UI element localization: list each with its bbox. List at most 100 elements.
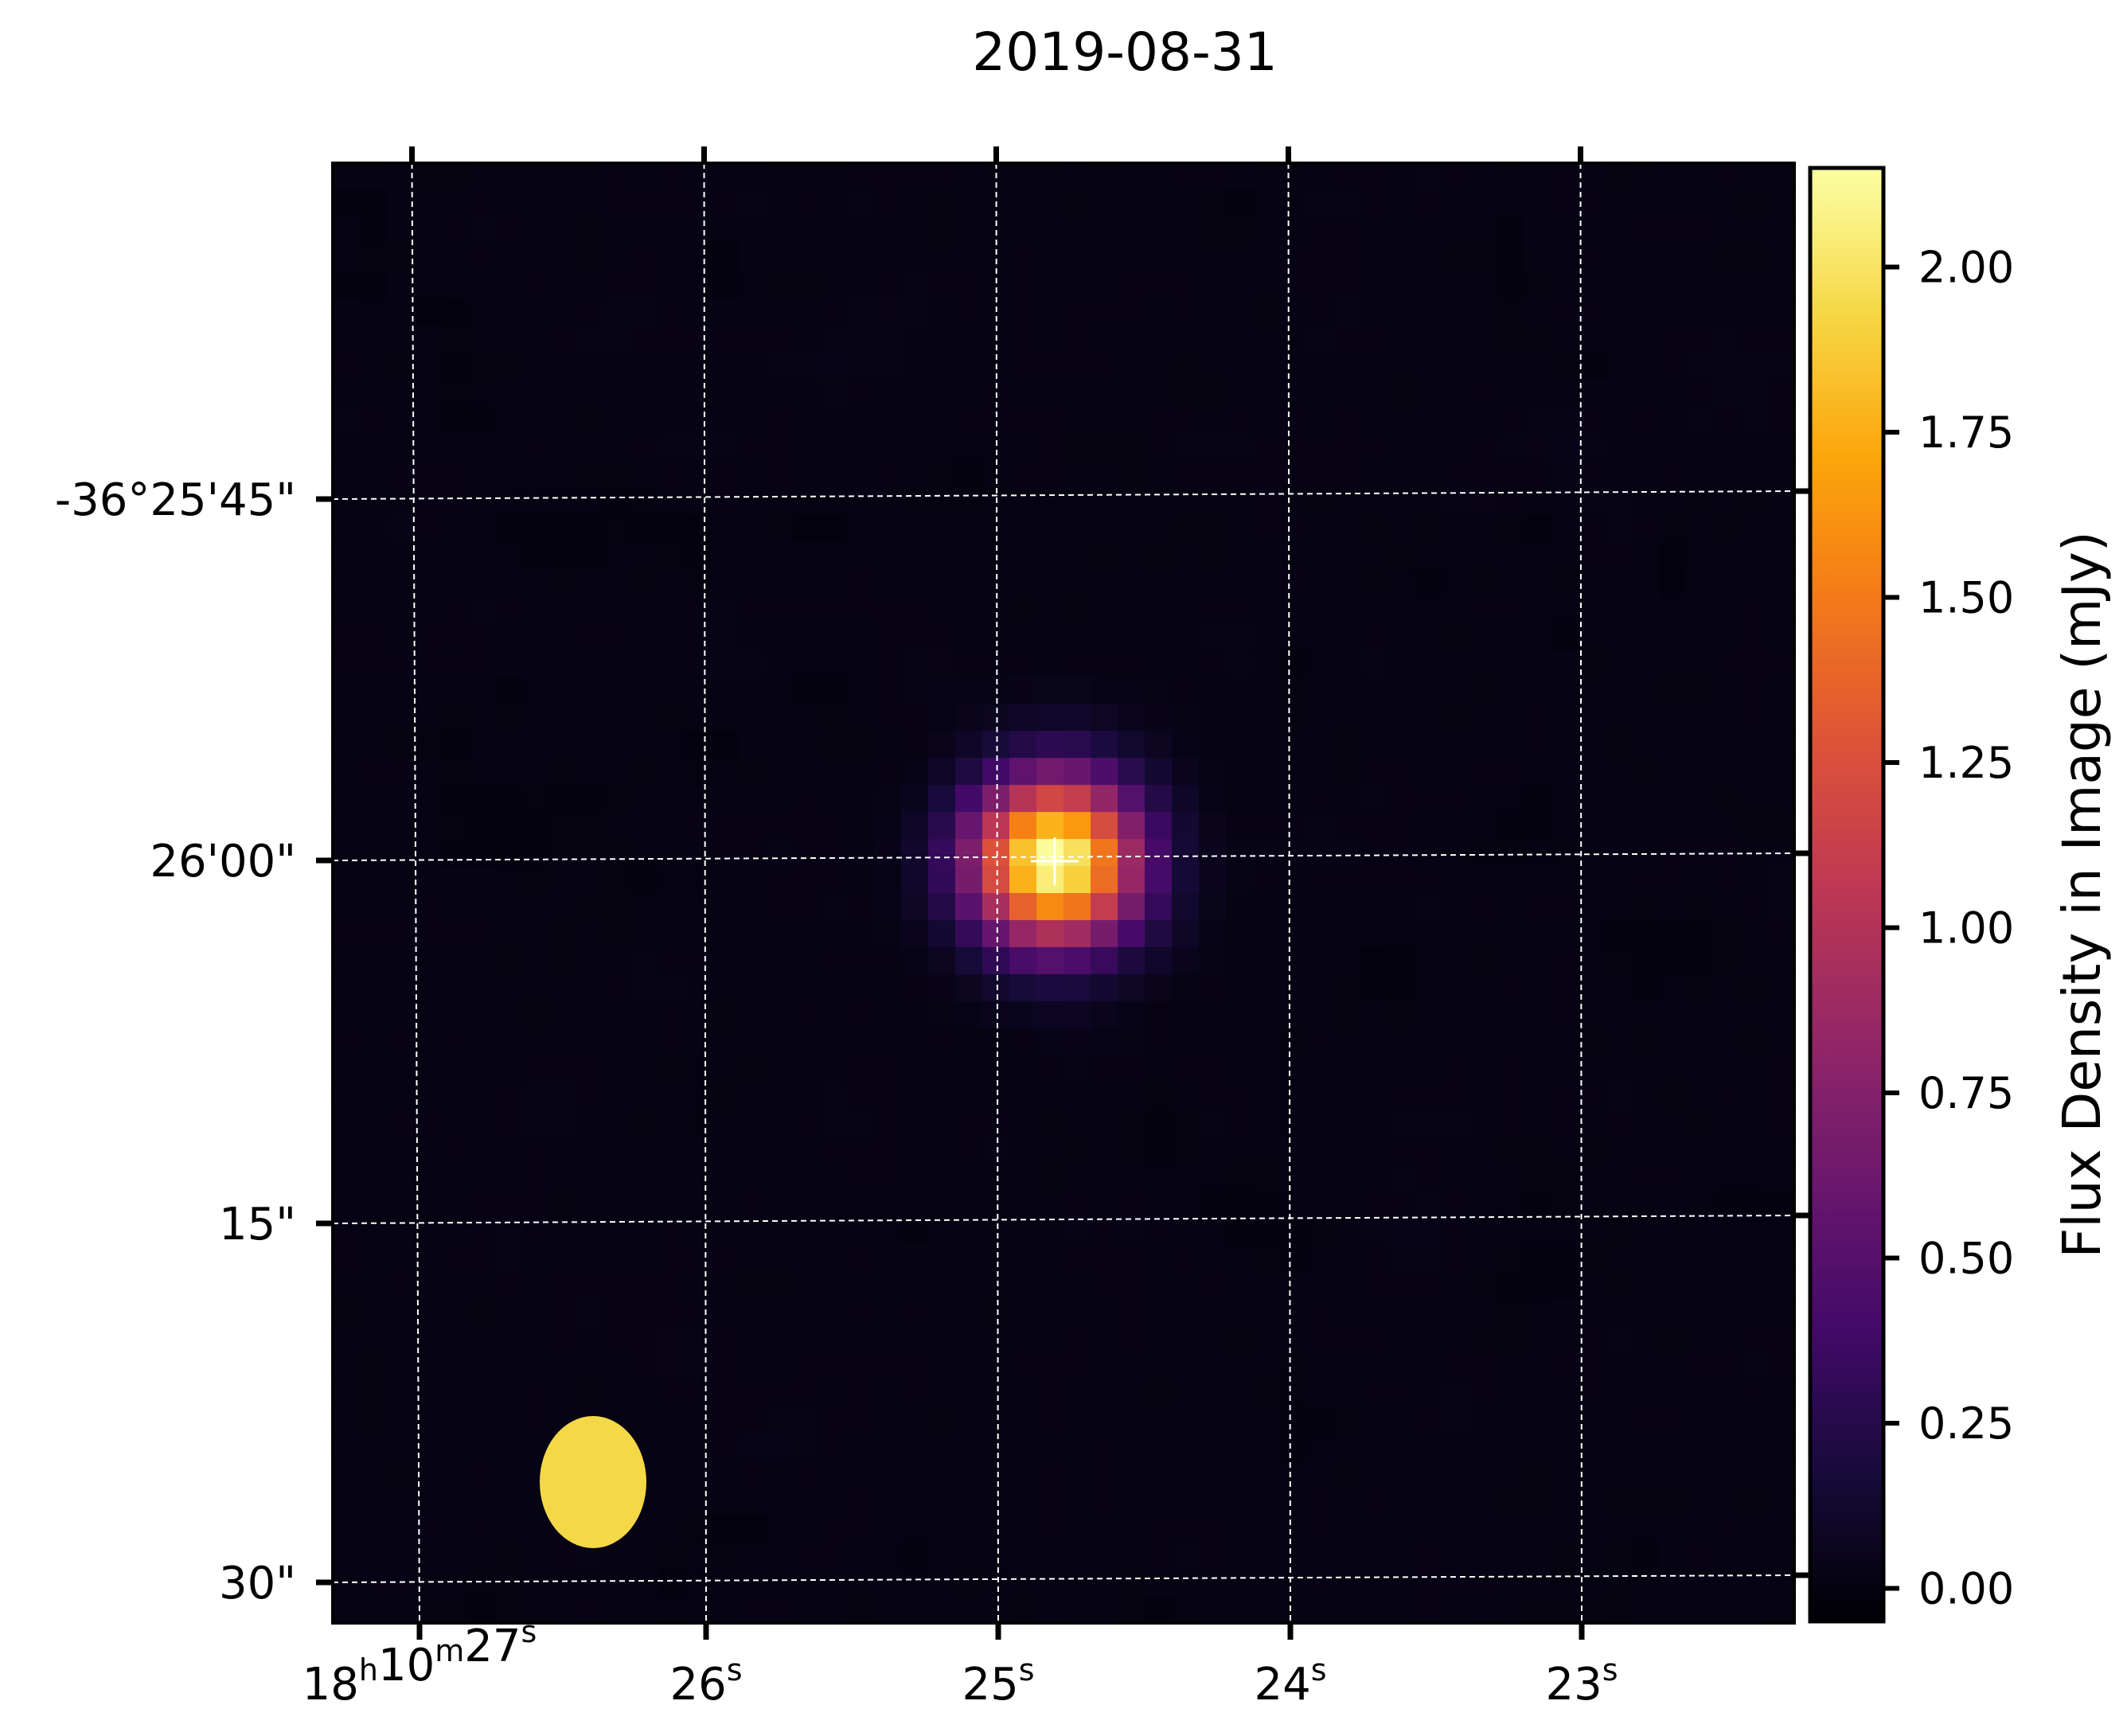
- heatmap-cell: [982, 1244, 1010, 1273]
- heatmap-cell: [658, 973, 685, 1002]
- heatmap-cell: [333, 650, 361, 677]
- heatmap-cell: [1524, 1082, 1551, 1110]
- grid-line-dec: [332, 1574, 1795, 1583]
- heatmap-cell: [441, 677, 469, 704]
- heatmap-cell: [414, 1055, 442, 1083]
- heatmap-cell: [955, 1136, 983, 1164]
- heatmap-cell: [1280, 1542, 1308, 1570]
- heatmap-cell: [1469, 1001, 1497, 1029]
- heatmap-cell: [793, 1217, 821, 1246]
- heatmap-cell: [1307, 1082, 1335, 1110]
- heatmap-cell: [1686, 1271, 1714, 1300]
- heatmap-cell: [1415, 919, 1443, 948]
- heatmap-cell: [658, 298, 685, 326]
- heatmap-cell: [1497, 1542, 1524, 1570]
- heatmap-cell: [955, 1298, 983, 1326]
- heatmap-cell: [1172, 1001, 1200, 1029]
- heatmap-cell: [1091, 406, 1118, 435]
- heatmap-cell: [1551, 1109, 1579, 1137]
- heatmap-cell: [1632, 433, 1660, 462]
- heatmap-cell: [1442, 163, 1470, 191]
- heatmap-cell: [820, 1136, 848, 1164]
- heatmap-cell: [685, 622, 712, 650]
- heatmap-cell: [1091, 217, 1118, 245]
- heatmap-cell: [603, 893, 631, 921]
- heatmap-cell: [1091, 1082, 1118, 1110]
- heatmap-cell: [658, 622, 685, 650]
- heatmap-cell: [1686, 973, 1714, 1002]
- heatmap-cell: [1334, 1271, 1362, 1300]
- heatmap-cell: [820, 731, 848, 759]
- heatmap-cell: [1767, 406, 1795, 435]
- heatmap-cell: [1767, 1028, 1795, 1056]
- heatmap-cell: [1415, 1136, 1443, 1164]
- heatmap-cell: [1632, 406, 1660, 435]
- heatmap-cell: [1172, 1055, 1200, 1083]
- heatmap-cell: [1713, 1109, 1741, 1137]
- heatmap-cell: [1091, 839, 1118, 867]
- heatmap-cell: [739, 1271, 767, 1300]
- grid-line-ra: [1579, 162, 1583, 1624]
- heatmap-cell: [847, 379, 875, 408]
- heatmap-cell: [630, 163, 658, 191]
- heatmap-cell: [1280, 1055, 1308, 1083]
- heatmap-cell: [603, 1325, 631, 1353]
- heatmap-cell: [1632, 1596, 1660, 1624]
- heatmap-cell: [630, 217, 658, 245]
- heatmap-cell: [847, 1190, 875, 1219]
- heatmap-cell: [1361, 622, 1389, 650]
- heatmap-cell: [1226, 1271, 1254, 1300]
- heatmap-cell: [1307, 812, 1335, 840]
- heatmap-cell: [1632, 568, 1660, 596]
- heatmap-cell: [603, 839, 631, 867]
- heatmap-cell: [1361, 433, 1389, 462]
- heatmap-cell: [901, 919, 929, 948]
- heatmap-cell: [1253, 1434, 1281, 1461]
- heatmap-cell: [1578, 1001, 1606, 1029]
- heatmap-cell: [1253, 352, 1281, 380]
- heatmap-cell: [1388, 677, 1416, 704]
- heatmap-cell: [712, 1542, 740, 1570]
- heatmap-cell: [1767, 1596, 1795, 1624]
- heatmap-cell: [874, 1298, 902, 1326]
- heatmap-cell: [1713, 298, 1741, 326]
- heatmap-cell: [1497, 1406, 1524, 1434]
- heatmap-cell: [901, 1244, 929, 1273]
- heatmap-cell: [874, 271, 902, 299]
- heatmap-cell: [1334, 1109, 1362, 1137]
- heatmap-cell: [576, 1190, 604, 1219]
- heatmap-cell: [603, 271, 631, 299]
- heatmap-cell: [1442, 1109, 1470, 1137]
- heatmap-cell: [1064, 1244, 1091, 1273]
- heatmap-cell: [1226, 677, 1254, 704]
- heatmap-cell: [441, 1515, 469, 1543]
- heatmap-cell: [495, 1136, 523, 1164]
- heatmap-cell: [982, 1596, 1010, 1624]
- heatmap-cell: [766, 946, 794, 975]
- heatmap-cell: [1064, 379, 1091, 408]
- heatmap-cell: [468, 1082, 496, 1110]
- heatmap-cell: [658, 514, 685, 543]
- heatmap-cell: [1009, 704, 1037, 731]
- heatmap-cell: [360, 704, 388, 731]
- heatmap-cell: [1713, 1136, 1741, 1164]
- heatmap-cell: [576, 514, 604, 543]
- heatmap-cell: [685, 919, 712, 948]
- heatmap-cell: [1253, 704, 1281, 731]
- heatmap-cell: [1740, 866, 1768, 894]
- heatmap-cell: [1605, 406, 1633, 435]
- heatmap-cell: [1578, 1163, 1606, 1192]
- heatmap-cell: [658, 595, 685, 623]
- heatmap-cell: [658, 785, 685, 813]
- heatmap-cell: [1091, 1596, 1118, 1624]
- heatmap-cell: [928, 298, 956, 326]
- heatmap-cell: [441, 1109, 469, 1137]
- heatmap-cell: [1497, 622, 1524, 650]
- heatmap-cell: [1578, 1298, 1606, 1326]
- heatmap-cell: [333, 1136, 361, 1164]
- heatmap-cell: [928, 1001, 956, 1029]
- heatmap-cell: [658, 541, 685, 570]
- heatmap-cell: [1036, 973, 1064, 1002]
- heatmap-cell: [1767, 893, 1795, 921]
- heatmap-cell: [468, 217, 496, 245]
